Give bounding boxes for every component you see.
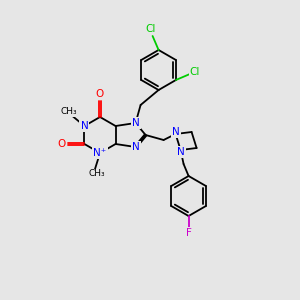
Text: N: N bbox=[80, 121, 88, 131]
Text: N: N bbox=[132, 142, 140, 152]
Text: F: F bbox=[186, 228, 191, 238]
Text: N: N bbox=[132, 118, 140, 128]
Text: CH₃: CH₃ bbox=[60, 107, 77, 116]
Text: CH₃: CH₃ bbox=[89, 169, 105, 178]
Text: O: O bbox=[96, 89, 104, 99]
Text: Cl: Cl bbox=[146, 24, 156, 34]
Text: O: O bbox=[57, 139, 65, 149]
Text: N: N bbox=[172, 127, 179, 137]
Text: N⁺: N⁺ bbox=[93, 148, 106, 158]
Text: N: N bbox=[177, 147, 184, 157]
Text: Cl: Cl bbox=[190, 67, 200, 77]
